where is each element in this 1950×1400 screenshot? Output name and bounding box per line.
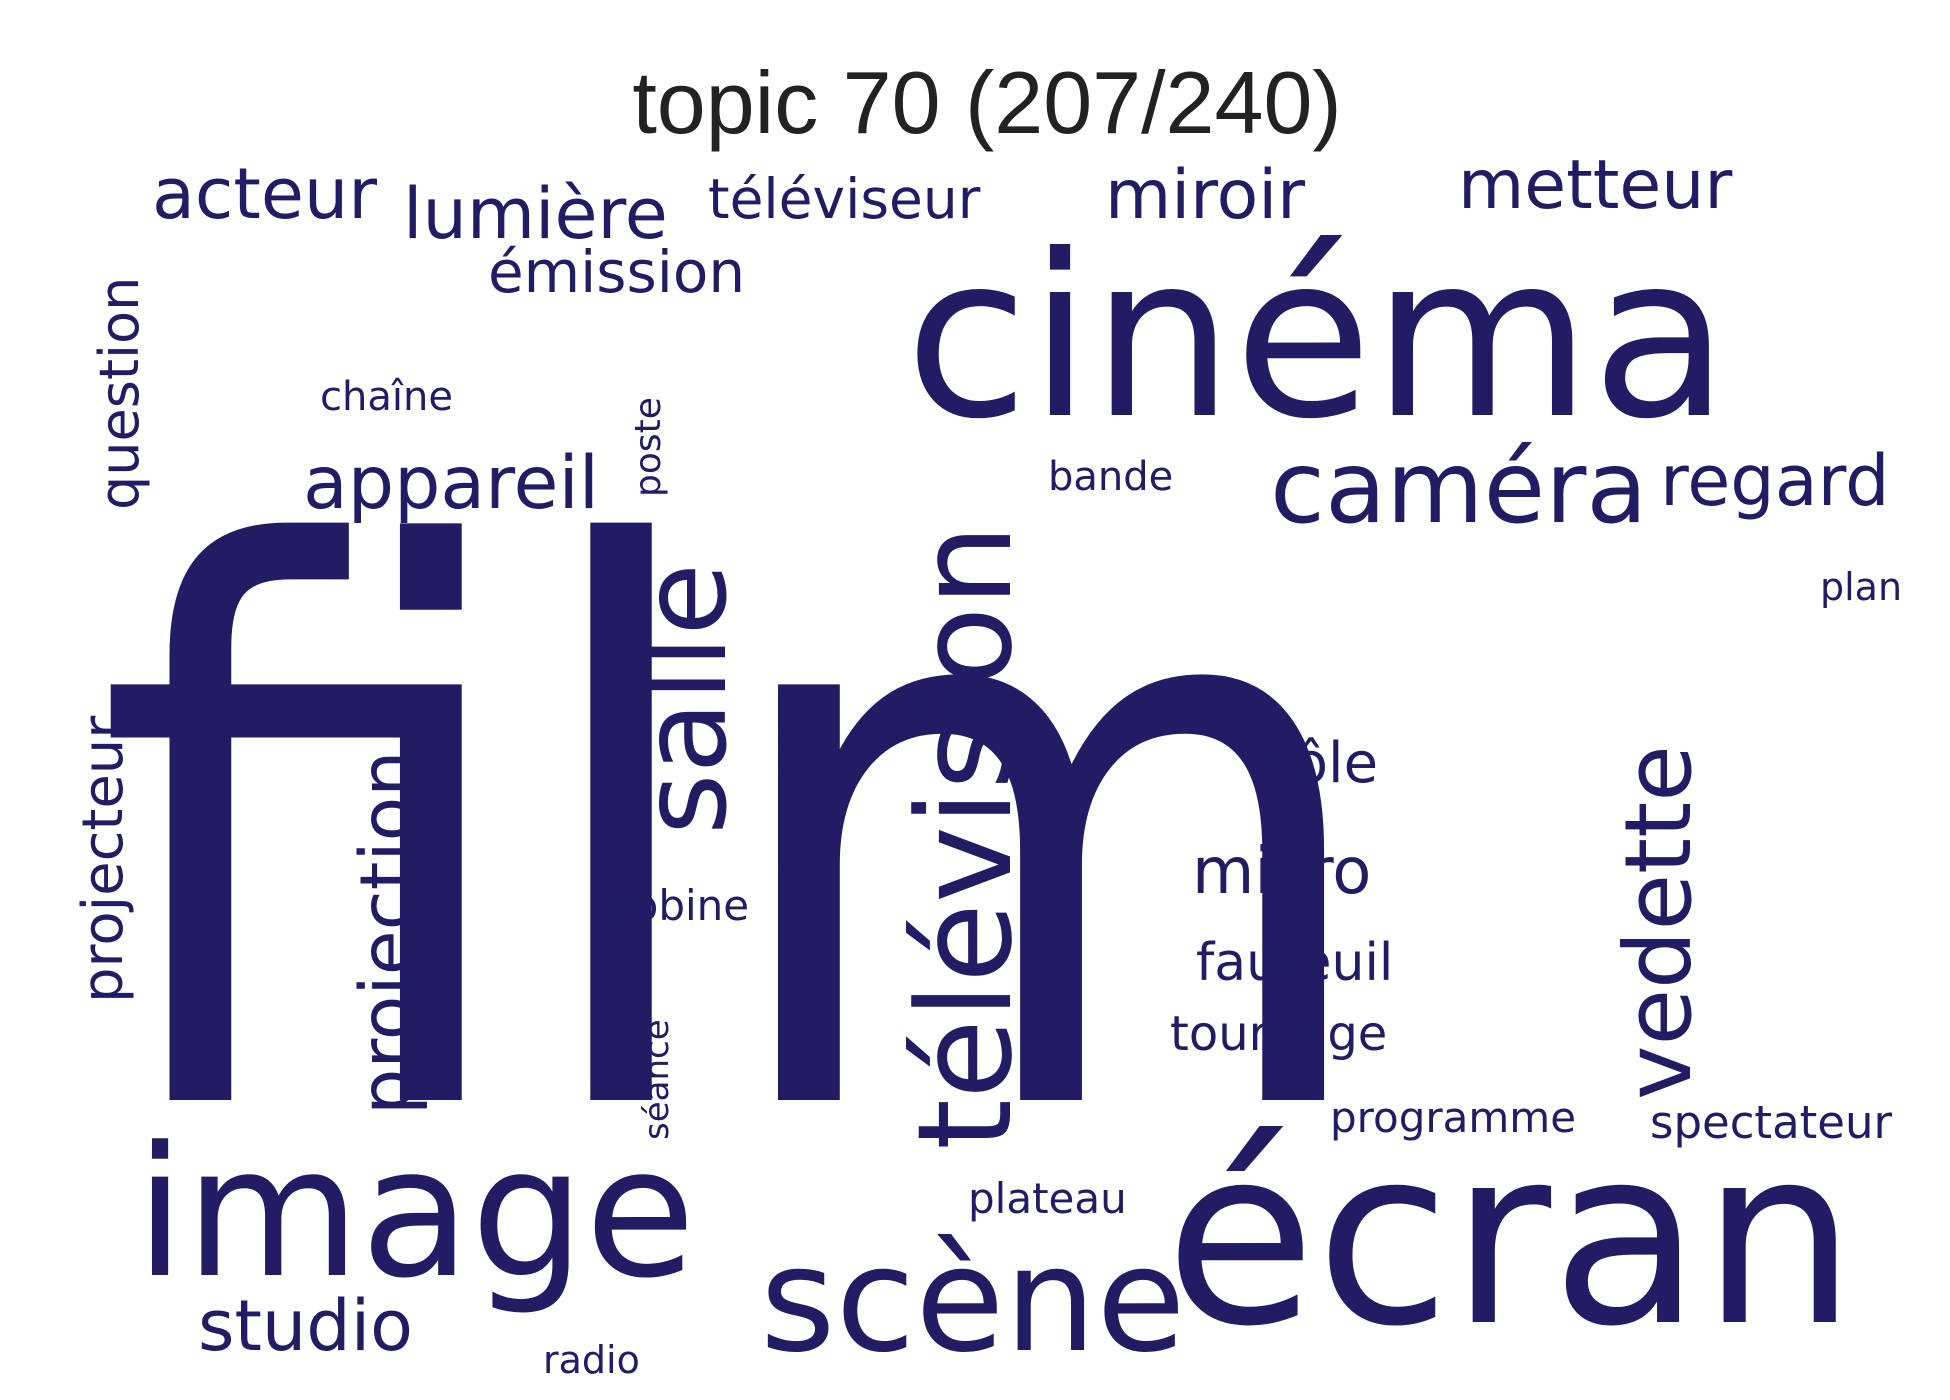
word-plan: plan xyxy=(1820,565,1902,609)
word-bobine: bobine xyxy=(606,881,749,930)
word-appareil: appareil xyxy=(303,441,599,526)
word-studio: studio xyxy=(198,1285,413,1367)
word-image: image xyxy=(135,1109,696,1318)
word-question: question xyxy=(88,277,151,510)
word-acteur: acteur xyxy=(152,153,377,235)
word-spectateur: spectateur xyxy=(1650,1096,1893,1149)
word-bande: bande xyxy=(1048,454,1173,500)
cloud-title: topic 70 (207/240) xyxy=(632,53,1341,152)
word-film: film xyxy=(95,395,1382,1280)
word-televiseur: téléviseur xyxy=(708,167,981,231)
word-camera: caméra xyxy=(1270,429,1648,546)
word-tournage: tournage xyxy=(1170,1006,1387,1062)
word-cinema: cinéma xyxy=(905,207,1729,469)
word-plateau: plateau xyxy=(968,1174,1127,1223)
word-radio: radio xyxy=(543,1338,640,1382)
word-fauteuil: fauteuil xyxy=(1196,933,1393,993)
word-role: rôle xyxy=(1272,731,1378,796)
word-vedette: vedette xyxy=(1605,745,1712,1100)
word-projecteur: projecteur xyxy=(71,715,136,1003)
word-television: télévision xyxy=(889,524,1041,1150)
word-regard: regard xyxy=(1660,440,1890,522)
word-emission: émission xyxy=(488,238,745,306)
word-poste: poste xyxy=(628,397,669,497)
word-miroir: miroir xyxy=(1105,156,1305,235)
word-metteur: metteur xyxy=(1458,146,1732,225)
word-micro: micro xyxy=(1192,835,1371,909)
word-scene: scène xyxy=(760,1216,1186,1385)
word-projection: projection xyxy=(345,750,430,1115)
word-seance: séance xyxy=(637,1019,677,1140)
word-chaine: chaîne xyxy=(320,374,453,420)
word-salle: salle xyxy=(615,563,753,835)
word-programme: programme xyxy=(1330,1093,1576,1142)
word-ecran: écran xyxy=(1165,1095,1857,1380)
word-lumiere: lumière xyxy=(403,173,668,255)
